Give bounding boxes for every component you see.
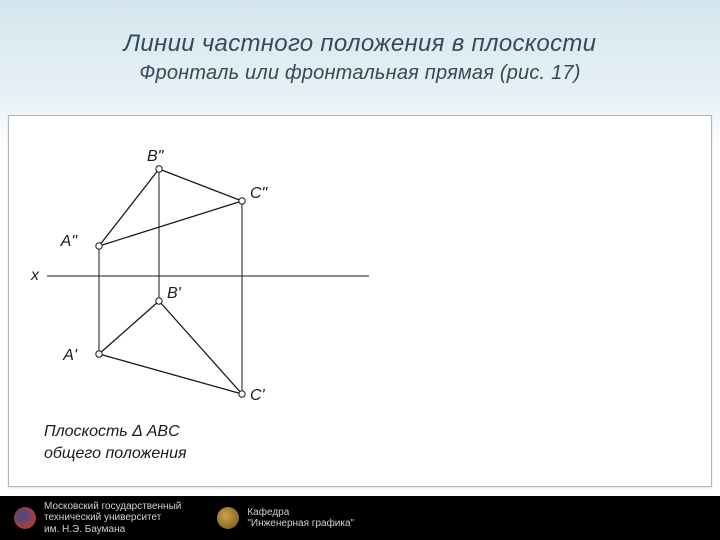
footer2-line1: Кафедра — [247, 507, 354, 519]
university-logo-icon — [14, 507, 36, 529]
svg-text:x: x — [30, 267, 40, 284]
footer2-line2: "Инженерная графика" — [247, 518, 354, 530]
svg-text:C": C" — [250, 185, 269, 202]
footer1-line3: им. Н.Э. Баумана — [44, 524, 181, 536]
slide: Линии частного положения в плоскости Фро… — [0, 0, 720, 540]
footer-text-1: Московский государственный технический у… — [44, 501, 181, 536]
footer1-line1: Московский государственный — [44, 501, 181, 513]
svg-text:A': A' — [62, 347, 78, 364]
svg-text:C': C' — [250, 387, 266, 404]
diagram-panel: x A" B" C" A' B' C' Плоскость Δ ABC общего пол… — [8, 115, 712, 487]
title-line2: Фронталь или фронтальная прямая (рис. 17… — [0, 62, 720, 85]
footer-block-2: Кафедра "Инженерная графика" — [203, 507, 354, 530]
footer1-line2: технический университет — [44, 512, 181, 524]
footer: Московский государственный технический у… — [0, 496, 720, 540]
department-logo-icon — [217, 507, 239, 529]
caption-line1: Плоскость Δ ABC — [44, 421, 187, 443]
svg-text:B": B" — [147, 148, 165, 165]
title-line1: Линии частного положения в плоскости — [0, 30, 720, 58]
svg-text:B': B' — [167, 285, 182, 302]
svg-text:A": A" — [60, 233, 79, 250]
diagram-caption: Плоскость Δ ABC общего положения — [44, 421, 187, 464]
caption-line2: общего положения — [44, 443, 187, 465]
footer-block-1: Московский государственный технический у… — [0, 501, 181, 536]
footer-text-2: Кафедра "Инженерная графика" — [247, 507, 354, 530]
slide-title: Линии частного положения в плоскости Фро… — [0, 30, 720, 85]
